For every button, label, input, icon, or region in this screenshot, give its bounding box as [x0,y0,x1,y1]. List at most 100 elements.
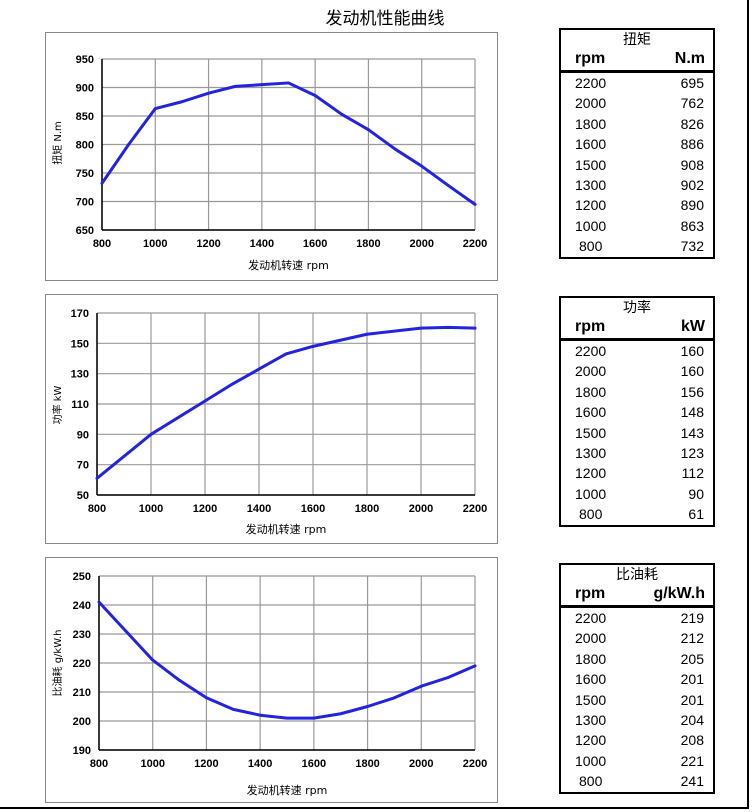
x-axis-title: 发动机转速 rpm [246,522,327,536]
chart-svg: 800 1000 1200 1400 1600 1800 2000 2200 50 70 90 110… [51,308,487,536]
table-body: 2200 695 2000 762 1800 826 1600 886 1500… [561,73,713,257]
table-row: 2000 212 [561,628,713,648]
header-rpm: rpm [575,318,606,335]
data-point [311,344,315,348]
x-axis-title: 发动机转速 rpm [248,258,329,272]
x-tick-label: 1200 [194,758,218,770]
table-row: 800 732 [561,236,713,256]
cell-value: 123 [680,444,704,461]
x-tick-label: 1000 [143,238,167,250]
cell-rpm: 1000 [575,752,607,769]
data-point [446,184,450,187]
cell-value: 160 [680,343,704,359]
data-point [127,143,131,146]
cell-value: 205 [680,650,704,667]
cell-rpm: 1500 [575,691,607,708]
x-tick-label: 800 [93,238,111,250]
data-point [473,202,477,206]
cell-value: 762 [680,95,704,112]
table-row: 2200 160 [561,341,713,361]
cell-value: 732 [680,238,704,255]
y-tick-label: 850 [76,111,94,123]
table-row: 800 61 [561,504,713,524]
table-header: rpm N.m [561,50,713,73]
cell-rpm: 1500 [575,424,607,441]
table-title: 功率 [623,300,651,316]
x-tick-label: 800 [90,758,108,770]
cell-value: 201 [680,671,704,688]
fuel-consumption-chart: 800 1000 1200 1400 1600 1800 2000 2200 190 200 210… [45,557,498,803]
cell-rpm: 1000 [575,217,607,234]
table-row: 2000 762 [561,93,713,113]
x-tick-label: 1800 [356,238,380,250]
x-tick-label: 1600 [301,503,325,515]
x-tick-label: 1800 [355,503,379,515]
y-tick-label: 50 [77,490,89,502]
data-point [230,382,234,386]
cell-value: 112 [681,465,704,482]
table-row: 1000 863 [561,216,713,236]
torque-table: 扭矩 rpm N.m 2200 695 2000 762 1800 826 16… [559,28,715,259]
power-table: 功率 rpm kW 2200 160 2000 160 1800 156 160… [559,296,715,527]
data-point [124,629,128,633]
data-point [340,112,344,116]
cell-value: 201 [680,691,704,708]
data-point [312,716,316,720]
y-tick-label: 170 [71,308,89,320]
y-axis-title: 功率 kW [51,385,64,424]
data-point [313,94,317,97]
cell-value: 219 [680,610,704,626]
y-tick-label: 90 [77,429,89,441]
data-point [393,696,396,700]
cell-rpm: 1800 [575,383,607,400]
table-row: 1200 208 [561,730,713,750]
cell-rpm: 1600 [575,671,607,688]
table-row: 1000 90 [561,484,713,504]
data-point [473,664,477,668]
x-tick-label: 2200 [463,758,487,770]
cell-rpm: 1600 [575,404,607,421]
torque-chart: 800 1000 1200 1400 1600 1800 2000 2200 650 700 750… [45,32,498,281]
y-axis-title: 比油耗 g/kW.h [51,630,64,697]
header-rpm: rpm [575,585,606,602]
x-tick-label: 2000 [409,503,433,515]
table-header: rpm kW [561,318,713,341]
y-tick-label: 190 [73,745,91,757]
data-point [97,600,101,604]
x-tick-label: 1200 [196,238,220,250]
page-title: 发动机性能曲线 [325,9,445,29]
x-tick-label: 2000 [409,238,433,250]
data-line [100,81,477,206]
cell-value: 863 [680,217,704,234]
table-body: 2200 219 2000 212 1800 205 1600 201 1500… [561,608,713,792]
x-tick-label: 1400 [247,503,271,515]
table-row: 1800 205 [561,649,713,669]
cell-rpm: 2200 [575,75,607,91]
table-row: 1300 204 [561,710,713,730]
cell-rpm: 1200 [575,465,607,482]
cell-value: 160 [680,363,704,380]
chart-svg: 800 1000 1200 1400 1600 1800 2000 2200 190 200 210… [51,571,487,797]
table-row: 800 241 [561,771,713,791]
table-title: 扭矩 [623,32,651,48]
x-tick-label: 1000 [140,758,164,770]
data-point [367,128,370,132]
x-tick-label: 1400 [250,238,274,250]
cell-rpm: 800 [579,773,603,790]
table-row: 1000 221 [561,751,713,771]
data-point [420,164,424,168]
cell-value: 143 [680,424,704,441]
data-point [284,352,288,356]
table-body: 2200 160 2000 160 1800 156 1600 148 1500… [561,341,713,525]
cell-value: 241 [680,773,704,790]
header-unit: g/kW.h [653,585,705,602]
cell-rpm: 1300 [575,711,607,728]
x-tick-label: 1400 [248,758,272,770]
x-tick-label: 1200 [193,503,217,515]
table-row: 1500 201 [561,690,713,710]
cell-value: 212 [680,630,704,647]
table-row: 1600 148 [561,402,713,422]
y-tick-label: 700 [76,197,94,209]
y-tick-label: 750 [76,168,94,180]
y-tick-label: 230 [73,629,91,641]
